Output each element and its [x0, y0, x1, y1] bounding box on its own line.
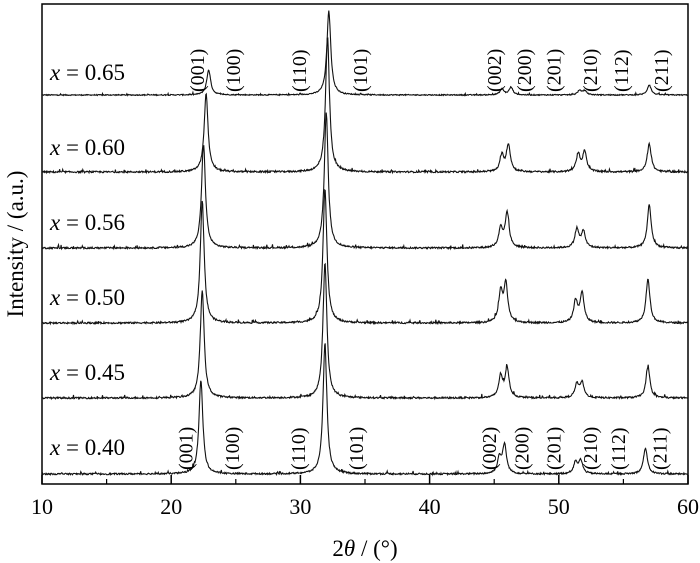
peak-label: (200): [514, 49, 536, 92]
series-label: x = 0.40: [49, 435, 125, 460]
peak-label: (110): [288, 427, 310, 470]
trace-x-0.45: [41, 262, 689, 401]
x-tick-label: 20: [160, 494, 182, 519]
peak-label: (210): [580, 427, 602, 470]
peak-label: (101): [346, 427, 368, 470]
x-axis-title: 2θ / (°): [332, 536, 397, 561]
x-tick-label: 50: [548, 494, 570, 519]
x-tick-label: 30: [289, 494, 311, 519]
peak-label: (101): [350, 49, 372, 92]
peak-label: (001): [175, 427, 197, 470]
x-tick-label: 40: [419, 494, 441, 519]
peak-label: (100): [223, 49, 245, 92]
x-axis-ticks: 10 20 30 40 50 60: [31, 475, 699, 519]
peak-labels: (001) (100) (110) (101) (002) (200) (201) (210)…: [175, 49, 673, 470]
trace-x-0.56: [42, 112, 689, 251]
trace-x-0.40: [41, 343, 689, 477]
peak-label: (211): [651, 49, 673, 92]
trace-x-0.65: [41, 10, 689, 97]
peak-label: (002): [479, 427, 501, 470]
series-labels: x = 0.65 x = 0.60 x = 0.56 x = 0.50 x = 0.45…: [49, 60, 125, 460]
series-label: x = 0.56: [49, 210, 125, 235]
peak-label: (001): [187, 49, 209, 92]
peak-label: (110): [289, 49, 311, 92]
trace-x-0.50: [41, 188, 689, 326]
peak-label: (201): [544, 427, 566, 470]
x-tick-label: 60: [677, 494, 699, 519]
series-label: x = 0.60: [49, 135, 125, 160]
peak-label: (210): [580, 49, 602, 92]
peak-label: (002): [484, 49, 506, 92]
trace-x-0.60: [41, 37, 689, 175]
peak-label: (201): [544, 49, 566, 92]
series-label: x = 0.45: [49, 360, 125, 385]
peak-label: (211): [650, 427, 672, 470]
series-traces: [41, 10, 689, 477]
peak-label: (112): [611, 49, 633, 92]
peak-label: (200): [511, 427, 533, 470]
peak-label: (112): [608, 427, 630, 470]
peak-label: (100): [222, 427, 244, 470]
series-label: x = 0.65: [49, 60, 125, 85]
y-axis-title: Intensity / (a.u.): [3, 171, 28, 318]
x-tick-label: 10: [31, 494, 53, 519]
series-label: x = 0.50: [49, 285, 125, 310]
